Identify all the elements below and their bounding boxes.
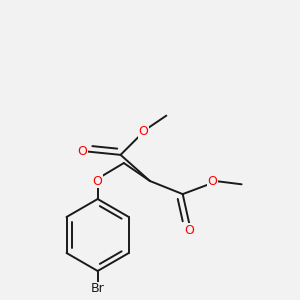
Text: O: O	[207, 175, 217, 188]
Text: O: O	[184, 224, 194, 237]
Text: Br: Br	[91, 283, 104, 296]
Text: O: O	[77, 145, 87, 158]
Text: O: O	[139, 125, 148, 139]
Text: O: O	[93, 175, 103, 188]
